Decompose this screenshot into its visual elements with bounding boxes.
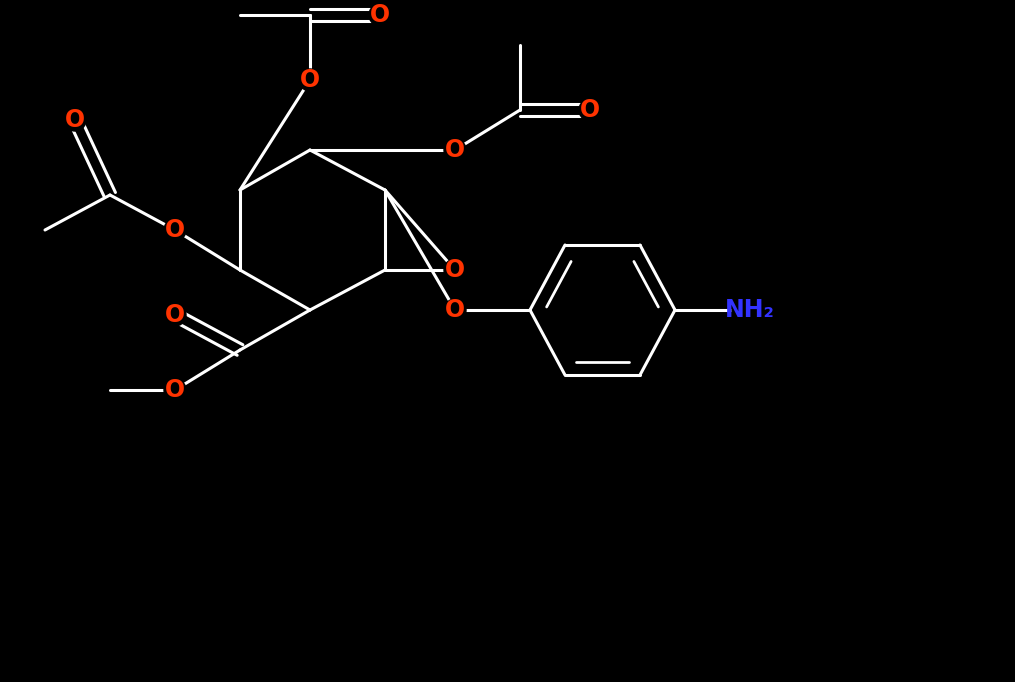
Circle shape bbox=[579, 99, 601, 121]
Circle shape bbox=[369, 4, 391, 26]
Circle shape bbox=[444, 299, 466, 321]
Text: O: O bbox=[445, 138, 465, 162]
Circle shape bbox=[164, 219, 186, 241]
Text: O: O bbox=[65, 108, 85, 132]
Circle shape bbox=[64, 109, 86, 131]
Circle shape bbox=[732, 292, 768, 328]
Text: O: O bbox=[369, 3, 390, 27]
Circle shape bbox=[299, 69, 321, 91]
Circle shape bbox=[164, 304, 186, 326]
Text: O: O bbox=[164, 303, 185, 327]
Circle shape bbox=[164, 379, 186, 401]
Circle shape bbox=[444, 259, 466, 281]
Text: NH₂: NH₂ bbox=[725, 298, 774, 322]
Text: O: O bbox=[164, 378, 185, 402]
Circle shape bbox=[444, 139, 466, 161]
Text: O: O bbox=[164, 218, 185, 242]
Text: O: O bbox=[445, 258, 465, 282]
Text: O: O bbox=[445, 298, 465, 322]
Text: O: O bbox=[580, 98, 600, 122]
Text: O: O bbox=[300, 68, 320, 92]
